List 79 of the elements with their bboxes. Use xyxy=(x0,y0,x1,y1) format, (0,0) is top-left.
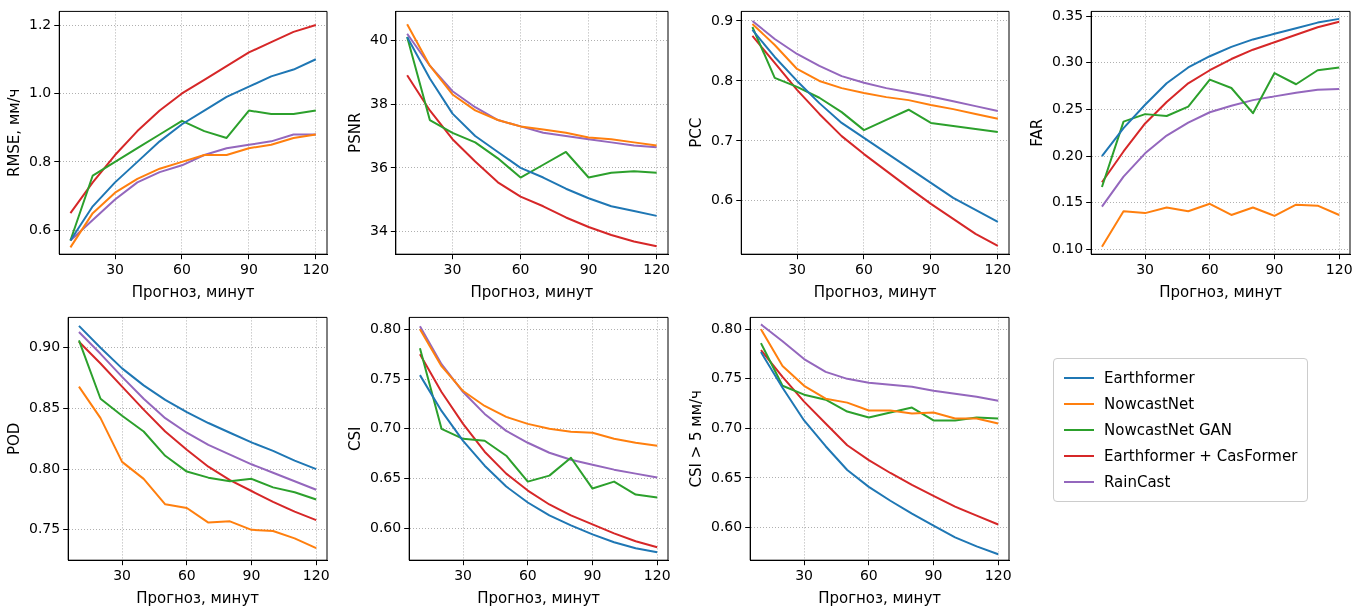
y-axis-title: FAR xyxy=(1027,118,1046,147)
y-tick-label: 0.65 xyxy=(370,469,402,486)
y-tick-label: 1.0 xyxy=(29,84,52,101)
x-tick-label: 60 xyxy=(173,261,191,278)
y-tick-label: 0.60 xyxy=(711,518,743,535)
x-tick-label: 90 xyxy=(924,567,943,584)
x-axis-title: Прогноз, минут xyxy=(131,282,255,301)
y-tick-label: 0.90 xyxy=(29,338,61,355)
y-tick-label: 40 xyxy=(369,30,388,47)
y-tick-label: 0.80 xyxy=(29,459,61,476)
y-tick-label: 0.65 xyxy=(711,468,743,485)
x-tick-label: 120 xyxy=(984,261,1012,278)
y-axis-title: PCC xyxy=(686,117,705,148)
y-tick-label: 0.10 xyxy=(1052,240,1084,257)
x-tick-label: 120 xyxy=(984,567,1012,584)
y-tick-label: 36 xyxy=(369,158,388,175)
y-tick-label: 0.7 xyxy=(711,131,734,148)
y-tick-label: 0.75 xyxy=(29,520,61,537)
y-tick-label: 1.2 xyxy=(29,15,52,32)
y-tick-label: 0.75 xyxy=(711,369,743,386)
y-axis-title: RMSE, мм/ч xyxy=(4,88,23,178)
y-tick-label: 0.60 xyxy=(370,519,402,535)
y-tick-label: 0.25 xyxy=(1052,100,1084,117)
x-tick-label: 30 xyxy=(443,261,462,278)
y-tick-label: 0.6 xyxy=(711,191,734,208)
x-tick-label: 30 xyxy=(106,261,124,278)
x-tick-label: 120 xyxy=(1325,261,1353,278)
x-tick-label: 60 xyxy=(511,261,530,278)
x-tick-label: 90 xyxy=(242,567,261,584)
y-tick-label: 0.80 xyxy=(370,319,402,336)
x-tick-label: 90 xyxy=(583,567,602,584)
x-axis-title: Прогноз, минут xyxy=(1159,282,1283,301)
x-tick-label: 60 xyxy=(859,567,878,584)
x-tick-label: 60 xyxy=(855,261,873,278)
legend-label: NowcastNet xyxy=(1104,395,1195,413)
legend-label: NowcastNet GAN xyxy=(1104,421,1233,439)
x-tick-label: 30 xyxy=(795,567,814,584)
x-tick-label: 120 xyxy=(302,261,330,278)
x-tick-label: 120 xyxy=(643,567,671,584)
y-tick-label: 0.15 xyxy=(1052,193,1084,210)
x-axis-title: Прогноз, минут xyxy=(136,588,260,607)
x-axis-title: Прогноз, минут xyxy=(477,588,601,607)
x-axis-title: Прогноз, минут xyxy=(470,282,594,301)
y-tick-label: 0.8 xyxy=(29,152,52,169)
y-tick-label: 0.35 xyxy=(1052,6,1084,23)
x-tick-label: 60 xyxy=(177,567,196,584)
y-tick-label: 38 xyxy=(369,94,388,111)
legend-label: Earthformer xyxy=(1104,369,1195,387)
x-tick-label: 120 xyxy=(643,261,671,278)
y-tick-label: 0.20 xyxy=(1052,146,1084,163)
y-axis-title: POD xyxy=(4,422,23,455)
y-tick-label: 0.30 xyxy=(1052,53,1084,70)
y-tick-label: 0.9 xyxy=(711,11,734,28)
y-tick-label: 0.85 xyxy=(29,399,61,416)
x-tick-label: 90 xyxy=(922,261,940,278)
y-tick-label: 0.75 xyxy=(370,369,402,386)
x-tick-label: 90 xyxy=(240,261,258,278)
y-tick-label: 0.70 xyxy=(711,419,743,436)
x-tick-label: 30 xyxy=(454,567,473,584)
y-axis-title: CSI > 5 мм/ч xyxy=(686,390,705,488)
y-axis-title: PSNR xyxy=(345,112,364,153)
x-tick-label: 60 xyxy=(518,567,537,584)
y-axis-title: CSI xyxy=(345,426,364,452)
legend-label: Earthformer + CasFormer xyxy=(1104,447,1298,465)
x-tick-label: 120 xyxy=(302,567,330,584)
x-axis-title: Прогноз, минут xyxy=(818,588,942,607)
y-tick-label: 34 xyxy=(369,222,388,239)
y-tick-label: 0.8 xyxy=(711,71,734,88)
x-axis-title: Прогноз, минут xyxy=(813,282,937,301)
x-tick-label: 60 xyxy=(1200,261,1219,278)
y-tick-label: 0.80 xyxy=(711,319,743,336)
x-tick-label: 30 xyxy=(1136,261,1155,278)
legend-label: RainCast xyxy=(1104,473,1171,491)
y-tick-label: 0.6 xyxy=(29,220,52,237)
x-tick-label: 90 xyxy=(1265,261,1284,278)
x-tick-label: 90 xyxy=(579,261,598,278)
x-tick-label: 30 xyxy=(788,261,806,278)
x-tick-label: 30 xyxy=(113,567,132,584)
y-tick-label: 0.70 xyxy=(370,419,402,436)
